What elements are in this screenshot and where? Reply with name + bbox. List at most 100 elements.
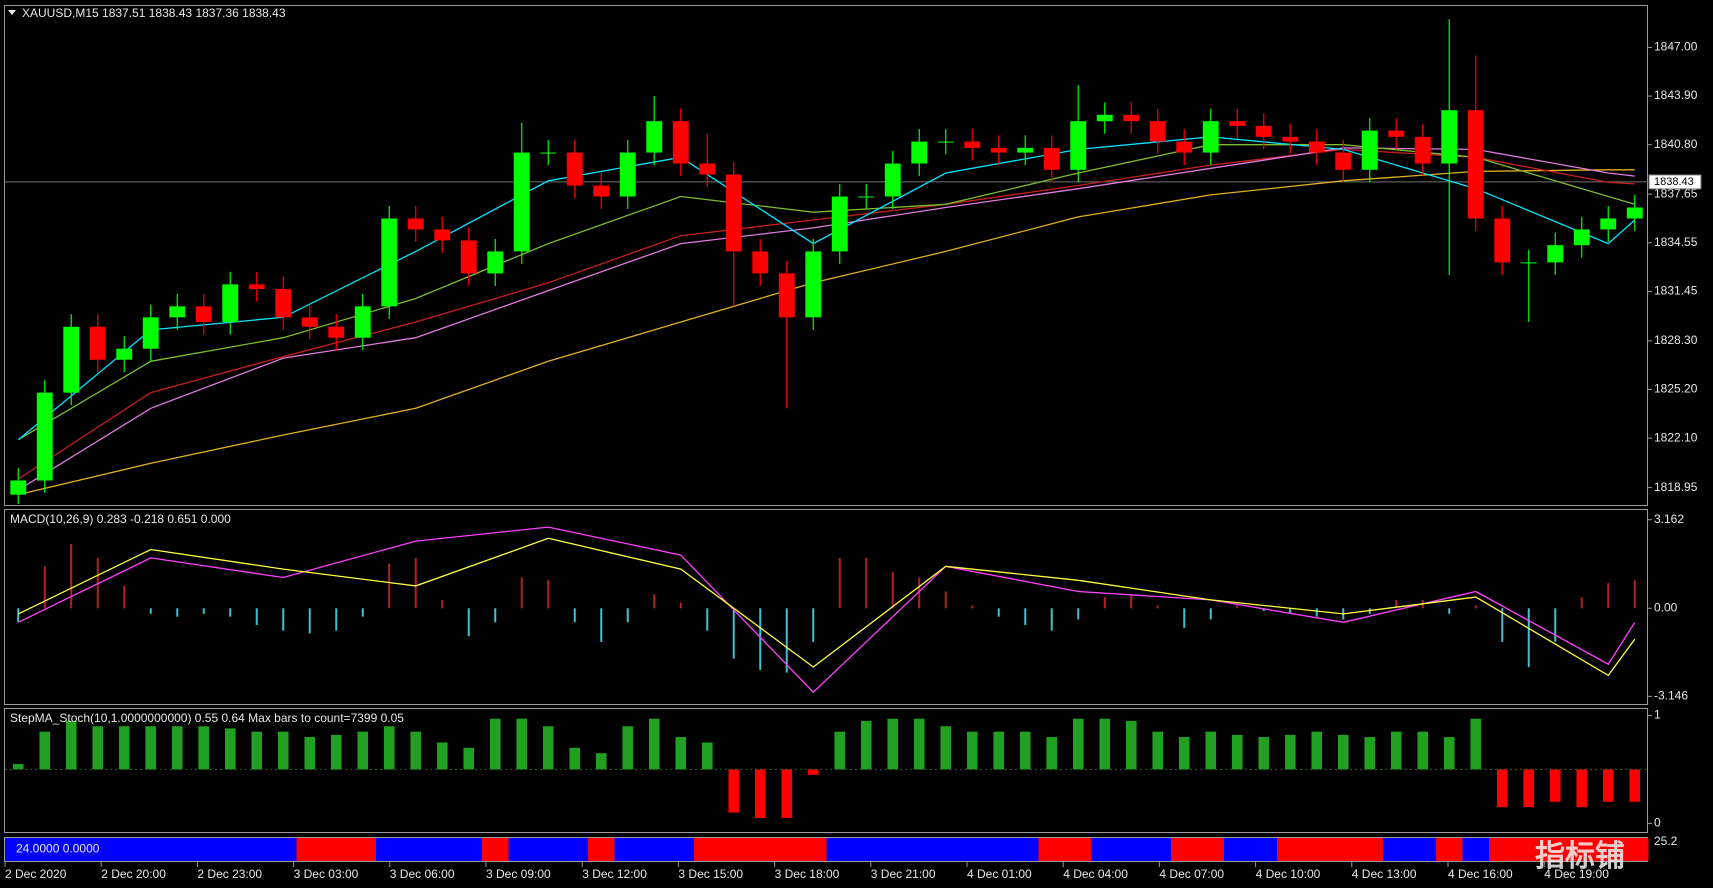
stoch-bar: [1470, 718, 1482, 770]
candle-body: [1520, 262, 1537, 264]
time-label: 3 Dec 21:00: [871, 867, 936, 881]
stoch-bar: [1496, 769, 1508, 808]
y-tick-label: 1847.00: [1654, 40, 1698, 54]
macd-histogram-bar: [1289, 608, 1292, 614]
state-segment: [1542, 838, 1569, 861]
macd-histogram-bar: [441, 599, 444, 609]
stoch-bar: [92, 726, 104, 770]
candle-body: [1070, 121, 1087, 170]
stoch-bar: [251, 731, 263, 770]
candle-body: [1255, 125, 1272, 137]
macd-histogram-bar: [1103, 597, 1106, 609]
y-tick-label: 1: [1654, 708, 1661, 722]
candle-body: [460, 240, 477, 274]
state-segment: [1091, 838, 1119, 861]
stoch-bar: [383, 726, 395, 770]
state-segment: [482, 838, 509, 861]
candle-body: [805, 251, 822, 318]
state-segment: [588, 838, 615, 861]
stoch-bar: [489, 718, 501, 770]
stoch-bar: [1231, 734, 1243, 770]
time-label: 2 Dec 23:00: [197, 867, 262, 881]
macd-histogram-bar: [759, 608, 762, 670]
state-segment: [1436, 838, 1463, 861]
candle-body: [725, 174, 742, 252]
macd-histogram-bar: [17, 608, 20, 623]
stoch-bar: [595, 753, 607, 770]
macd-histogram-bar: [494, 608, 497, 623]
macd-histogram-bar: [891, 571, 894, 609]
stoch-bar: [781, 769, 793, 818]
macd-histogram-bar: [653, 594, 656, 609]
state-segment: [1356, 838, 1384, 861]
macd-histogram-bar: [626, 608, 629, 623]
candle-body: [990, 147, 1007, 153]
candle-body: [1573, 229, 1590, 246]
y-tick-label: -3.146: [1654, 689, 1688, 703]
state-segment: [1409, 838, 1437, 861]
stoch-panel-frame: [4, 708, 1648, 833]
candle-body: [1388, 130, 1405, 137]
macd-histogram-bar: [785, 608, 788, 673]
state-segment: [1515, 838, 1543, 861]
macd-histogram-bar: [70, 543, 73, 609]
macd-histogram-bar: [1448, 608, 1451, 614]
candle-body: [1308, 141, 1325, 153]
stoch-bar: [65, 720, 77, 770]
stoch-title: StepMA_Stoch(10,1.0000000000) 0.55 0.64 …: [10, 711, 404, 725]
stoch-bar: [410, 731, 422, 770]
state-title: 24.0000 0.0000: [16, 842, 100, 856]
candle-body: [1096, 114, 1113, 122]
candle-body: [1414, 136, 1431, 164]
state-segment: [773, 838, 801, 861]
stoch-bar: [834, 731, 846, 770]
candle-body: [434, 229, 451, 241]
time-label: 2 Dec 20:00: [101, 867, 166, 881]
stoch-bar: [1072, 718, 1084, 770]
stoch-bar: [993, 731, 1005, 770]
state-segment: [111, 838, 138, 861]
macd-histogram-bar: [1050, 608, 1053, 631]
stoch-bar: [224, 728, 236, 770]
state-segment: [1462, 838, 1490, 861]
time-label: 2 Dec 2020: [5, 867, 67, 881]
candle-body: [116, 348, 133, 360]
stoch-bar: [463, 747, 475, 770]
state-segment: [1621, 838, 1649, 861]
macd-histogram-bar: [1527, 608, 1530, 668]
state-segment: [1065, 838, 1092, 861]
macd-histogram-bar: [547, 580, 550, 609]
candle-body: [142, 317, 159, 349]
time-label: 3 Dec 12:00: [582, 867, 647, 881]
stoch-bar: [887, 718, 899, 770]
state-segment: [31, 838, 59, 861]
state-segment: [959, 838, 986, 861]
macd-histogram-bar: [679, 602, 682, 609]
state-segment: [826, 838, 854, 861]
state-segment: [747, 838, 774, 861]
candle-body: [646, 121, 663, 153]
macd-histogram-bar: [971, 605, 974, 609]
stoch-bar: [1549, 769, 1561, 802]
state-segment: [1595, 838, 1622, 861]
watermark: 指标铺: [1535, 840, 1625, 873]
state-segment: [906, 838, 933, 861]
y-tick-label: 1834.55: [1654, 235, 1698, 249]
stoch-bar: [648, 718, 660, 770]
main-panel-frame: [4, 5, 1648, 506]
state-segment: [402, 838, 430, 861]
candle-body: [858, 196, 875, 198]
candle-body: [1282, 136, 1299, 142]
indicator-line: [17, 136, 1636, 441]
macd-histogram-bar: [1554, 608, 1557, 642]
stoch-bar: [277, 731, 289, 770]
time-label: 4 Dec 01:00: [967, 867, 1032, 881]
state-segment: [932, 838, 960, 861]
candle-body: [513, 152, 530, 252]
candle-body: [354, 306, 371, 338]
stoch-bar: [145, 726, 157, 770]
state-segment: [535, 838, 562, 861]
macd-histogram-bar: [838, 557, 841, 609]
state-segment: [323, 838, 350, 861]
